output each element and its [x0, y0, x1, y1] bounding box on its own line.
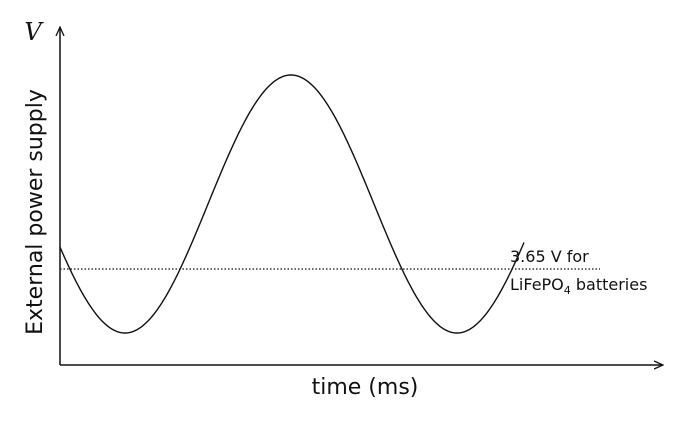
annotation-line2: LiFePO4 batteries	[510, 275, 647, 297]
annotation-text: batteries	[571, 275, 648, 294]
y-axis-label: V	[24, 18, 44, 46]
y-axis-title: External power supply	[23, 89, 48, 335]
x-axis-title: time (ms)	[312, 375, 419, 400]
voltage-curve	[59, 74, 525, 334]
annotation-subscript: 4	[564, 284, 571, 297]
annotation-text: LiFePO	[510, 275, 564, 294]
annotation-line1: 3.65 V for	[510, 247, 589, 266]
